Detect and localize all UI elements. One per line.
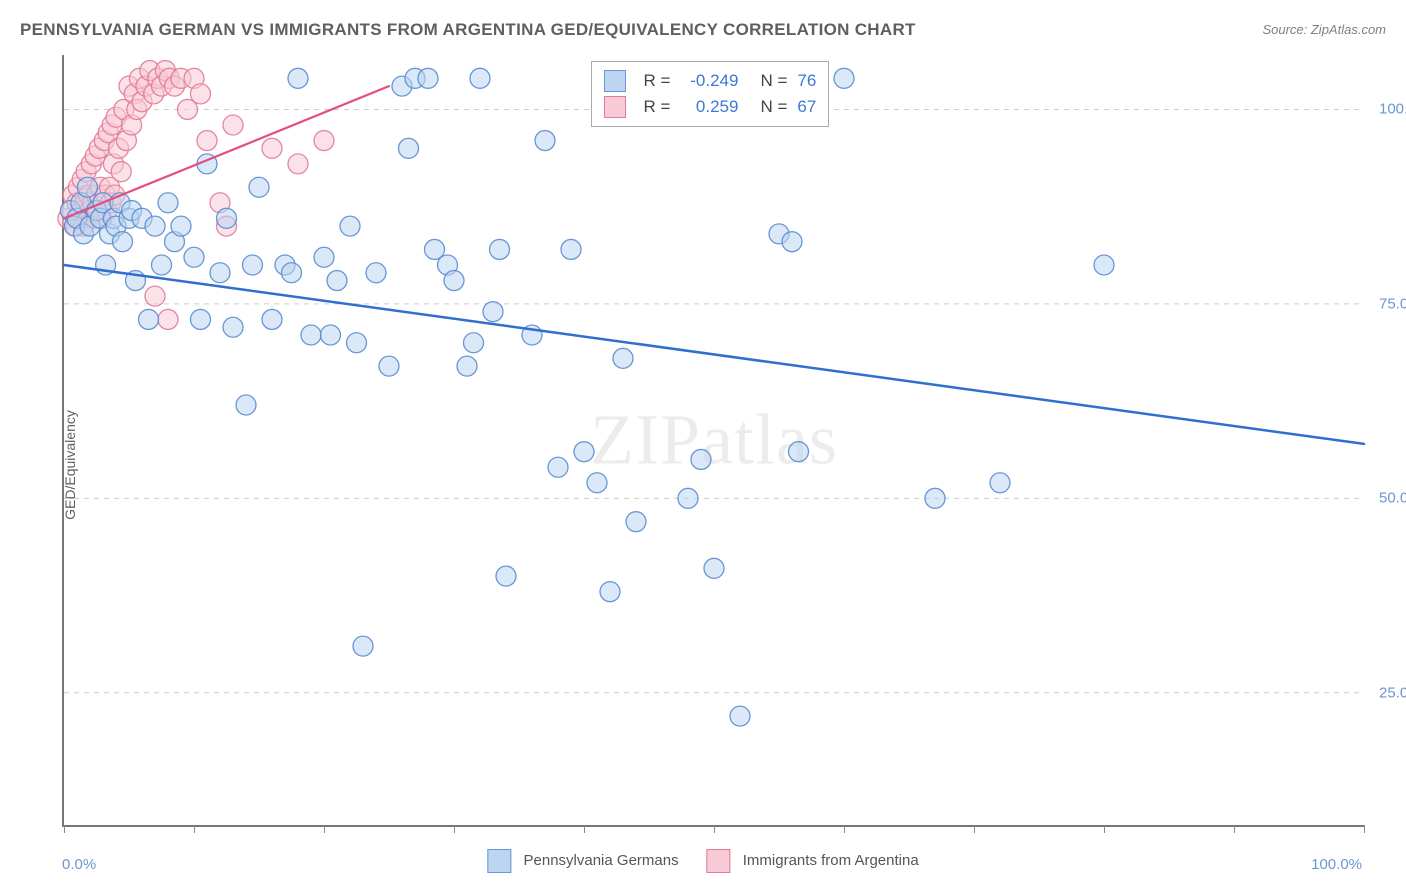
stat-row: R = 0.259 N = 67 (604, 94, 817, 120)
legend-label-pink: Immigrants from Argentina (743, 852, 919, 869)
y-tick-label: 75.0% (1369, 295, 1406, 312)
stat-r-value: -0.249 (680, 68, 738, 94)
x-tick (324, 825, 325, 833)
y-tick-label: 50.0% (1369, 490, 1406, 507)
x-tick (584, 825, 585, 833)
legend-label-blue: Pennsylvania Germans (524, 852, 679, 869)
chart-header: PENNSYLVANIA GERMAN VS IMMIGRANTS FROM A… (20, 20, 1386, 50)
stat-n-label: N = (760, 94, 787, 120)
x-axis-max-label: 100.0% (1311, 856, 1362, 873)
chart-title: PENNSYLVANIA GERMAN VS IMMIGRANTS FROM A… (20, 20, 916, 39)
plot-svg (64, 55, 1364, 825)
x-tick (194, 825, 195, 833)
legend-item-blue: Pennsylvania Germans (487, 849, 678, 873)
source-attribution: Source: ZipAtlas.com (1262, 22, 1386, 37)
x-tick (844, 825, 845, 833)
stat-swatch (604, 70, 626, 92)
stat-r-label: R = (644, 94, 671, 120)
x-tick (1364, 825, 1365, 833)
stat-row: R = -0.249 N = 76 (604, 68, 817, 94)
x-axis-min-label: 0.0% (62, 856, 96, 873)
correlation-legend-box: R = -0.249 N = 76 R = 0.259 N = 67 (591, 61, 830, 127)
stat-n-value: 67 (797, 94, 816, 120)
chart-container: GED/Equivalency ZIPatlas R =-0.249N =76R… (20, 55, 1386, 875)
y-tick-label: 25.0% (1369, 684, 1406, 701)
series-legend: Pennsylvania Germans Immigrants from Arg… (487, 849, 918, 873)
legend-swatch-blue (487, 849, 511, 873)
x-tick (974, 825, 975, 833)
x-tick (1104, 825, 1105, 833)
x-tick (714, 825, 715, 833)
stat-r-value: 0.259 (680, 94, 738, 120)
legend-swatch-pink (707, 849, 731, 873)
stat-swatch (604, 96, 626, 118)
legend-item-pink: Immigrants from Argentina (707, 849, 919, 873)
plot-area: ZIPatlas R =-0.249N =76R =0.259N =67 25.… (62, 55, 1364, 827)
x-tick (1234, 825, 1235, 833)
stat-n-label: N = (760, 68, 787, 94)
stat-r-label: R = (644, 68, 671, 94)
x-tick (454, 825, 455, 833)
stat-n-value: 76 (797, 68, 816, 94)
x-tick (64, 825, 65, 833)
y-tick-label: 100.0% (1369, 101, 1406, 118)
